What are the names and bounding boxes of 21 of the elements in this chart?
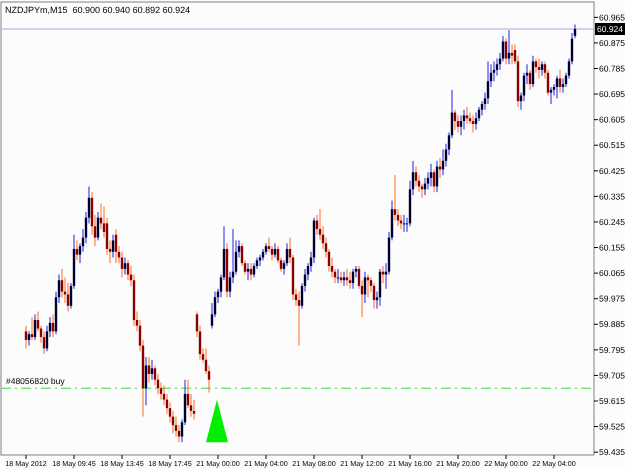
ref-line-label: #48056820 buy: [6, 376, 66, 386]
y-tick-label: 59.615: [599, 396, 625, 406]
y-tick-label: 60.155: [599, 242, 625, 253]
y-tick-label: 60.245: [599, 216, 625, 227]
y-tick-label: 60.425: [599, 166, 625, 176]
y-tick-label: 60.785: [599, 63, 625, 74]
y-tick-label: 59.435: [599, 447, 625, 458]
y-tick-label: 59.705: [599, 370, 625, 380]
y-tick-label: 59.795: [599, 344, 625, 355]
y-tick-label: 59.525: [599, 422, 625, 432]
ref-line-label: 60.924: [597, 24, 624, 34]
y-tick-label: 60.695: [599, 89, 625, 100]
y-tick-label: 59.885: [599, 319, 625, 330]
y-tick-label: 60.965: [599, 12, 625, 22]
y-tick-label: 60.875: [599, 38, 625, 48]
y-tick-label: 60.065: [599, 268, 625, 278]
y-tick-label: 60.605: [599, 114, 625, 125]
y-tick-label: 60.515: [599, 140, 625, 150]
y-tick-label: 60.335: [599, 191, 625, 202]
y-tick-label: 59.975: [599, 294, 625, 304]
chart-title: NZDJPYm,M15 60.900 60.940 60.892 60.924: [5, 5, 190, 15]
